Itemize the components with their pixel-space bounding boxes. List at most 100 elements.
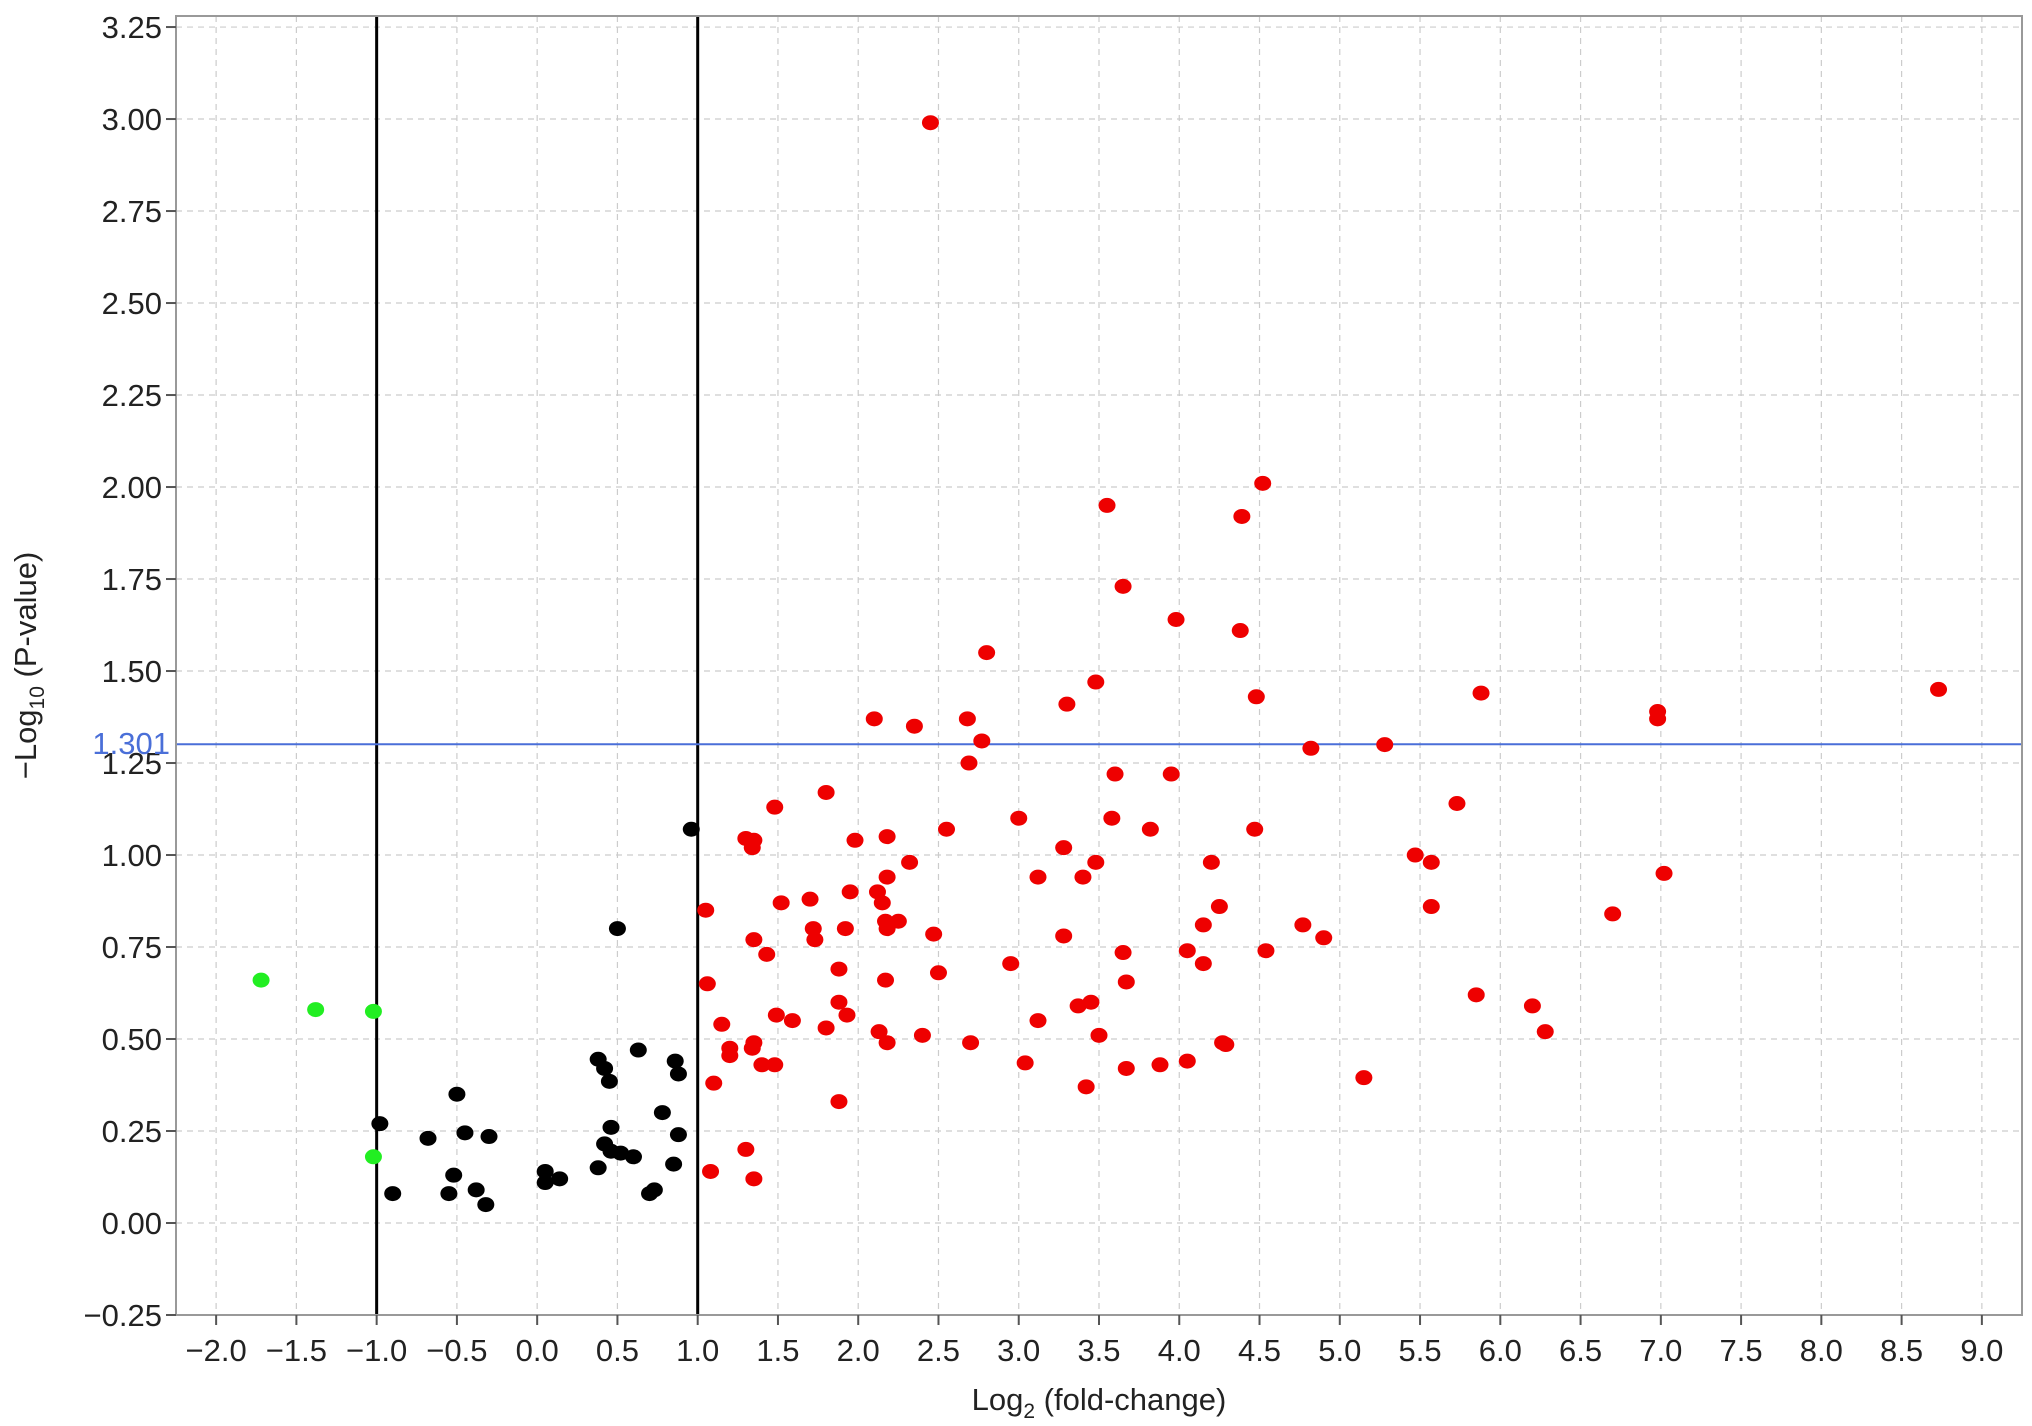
point-up	[962, 1035, 980, 1051]
point-up	[1114, 578, 1132, 594]
point-ns	[467, 1182, 485, 1198]
point-up	[1422, 854, 1440, 870]
point-ns	[665, 1156, 683, 1172]
point-up	[1315, 930, 1333, 946]
x-axis-label-main: Log	[972, 1382, 1024, 1417]
point-up	[1010, 810, 1028, 826]
x-tick-label: 7.5	[1720, 1333, 1763, 1368]
point-up	[1055, 840, 1073, 856]
point-ns	[448, 1086, 466, 1102]
point-up	[1254, 475, 1272, 491]
point-up	[1246, 821, 1264, 837]
point-ns	[445, 1167, 463, 1183]
point-up	[737, 1141, 755, 1157]
point-up	[846, 832, 864, 848]
point-up	[1194, 956, 1212, 972]
point-ns	[682, 821, 700, 837]
point-up	[1422, 899, 1440, 915]
point-up	[1167, 612, 1185, 628]
y-axis-label: −Log10 (P-value)	[8, 552, 49, 780]
x-tick-label: 1.5	[756, 1333, 799, 1368]
point-up	[878, 829, 896, 845]
y-tick-label: 0.00	[102, 1206, 162, 1241]
x-tick-label: 6.0	[1479, 1333, 1522, 1368]
point-ns	[596, 1060, 614, 1076]
point-up	[873, 895, 891, 911]
threshold-label: 1.301	[92, 726, 170, 761]
y-tick-label: 2.25	[102, 378, 162, 413]
point-up	[806, 932, 824, 948]
point-ns	[440, 1186, 458, 1202]
point-up	[1082, 994, 1100, 1010]
point-up	[1355, 1070, 1373, 1086]
point-up	[830, 1094, 848, 1110]
point-ns	[666, 1053, 684, 1069]
point-down	[252, 972, 270, 988]
y-tick-label: 3.00	[102, 102, 162, 137]
y-axis-label-main: −Log	[8, 709, 43, 779]
point-up	[1233, 508, 1251, 524]
point-up	[766, 1057, 784, 1073]
point-up	[865, 711, 883, 727]
x-axis-label-rest: (fold-change)	[1035, 1382, 1226, 1417]
point-up	[905, 718, 923, 734]
point-ns	[612, 1145, 630, 1161]
y-tick-label: 0.50	[102, 1022, 162, 1057]
y-tick-label: 2.50	[102, 286, 162, 321]
y-tick-label: −0.25	[84, 1298, 162, 1333]
point-up	[1448, 795, 1466, 811]
y-tick-label: 1.25	[102, 746, 162, 781]
point-up	[1302, 740, 1320, 756]
point-ns	[629, 1042, 647, 1058]
point-up	[753, 1057, 771, 1073]
point-up	[1087, 854, 1105, 870]
point-up	[1231, 623, 1249, 639]
point-up	[841, 884, 859, 900]
data-points	[252, 115, 1948, 1213]
point-ns	[419, 1130, 437, 1146]
point-up	[745, 932, 763, 948]
x-axis-label-subscript: 2	[1023, 1400, 1035, 1423]
point-up	[702, 1163, 720, 1179]
point-up	[929, 965, 947, 981]
y-tick-label: 1.50	[102, 654, 162, 689]
point-ns	[653, 1105, 671, 1121]
point-up	[836, 921, 854, 937]
point-up	[1074, 869, 1092, 885]
y-tick-label: 1.75	[102, 562, 162, 597]
point-up	[878, 869, 896, 885]
point-up	[1178, 1053, 1196, 1069]
point-up	[958, 711, 976, 727]
x-tick-label: −0.5	[426, 1333, 487, 1368]
point-up	[713, 1016, 731, 1032]
x-tick-label: 8.5	[1880, 1333, 1923, 1368]
point-up	[1472, 685, 1490, 701]
point-up	[804, 921, 822, 937]
y-tick-label: 2.00	[102, 470, 162, 505]
point-up	[1930, 681, 1948, 697]
point-up	[1098, 497, 1116, 513]
point-up	[1016, 1055, 1034, 1071]
point-up	[921, 115, 939, 131]
x-tick-label: 5.0	[1318, 1333, 1361, 1368]
point-up	[766, 799, 784, 815]
point-up	[745, 1171, 763, 1187]
x-tick-label: −1.0	[346, 1333, 407, 1368]
y-axis-ticks: −0.25 0.00 0.25 0.50 0.75 1.00 1.25 1.50 1.75 2.0…	[84, 10, 176, 1333]
point-up	[878, 1035, 896, 1051]
point-up	[1002, 956, 1020, 972]
point-ns	[600, 1073, 618, 1089]
point-up	[1294, 917, 1312, 933]
point-up	[1655, 865, 1673, 881]
x-tick-label: 5.5	[1398, 1333, 1441, 1368]
x-tick-label: 2.5	[917, 1333, 960, 1368]
point-ns	[456, 1125, 474, 1141]
point-up	[1467, 987, 1485, 1003]
point-up	[901, 854, 919, 870]
y-axis-label-rest: (P-value)	[8, 552, 43, 686]
x-tick-label: 7.0	[1639, 1333, 1682, 1368]
x-tick-label: 0.0	[516, 1333, 559, 1368]
point-up	[1029, 869, 1047, 885]
x-tick-label: 0.5	[596, 1333, 639, 1368]
